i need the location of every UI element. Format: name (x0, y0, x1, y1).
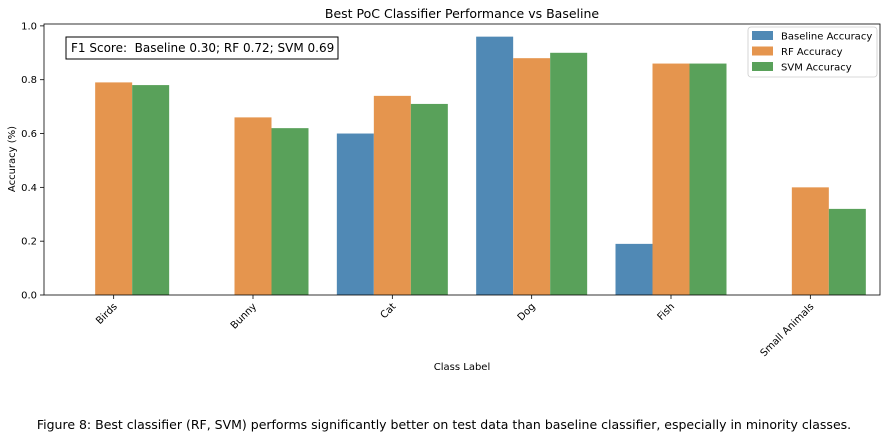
bar-rf-accuracy-small-animals (791, 187, 829, 295)
figure-caption: Figure 8: Best classifier (RF, SVM) perf… (36, 417, 852, 432)
y-tick-label: 0.4 (21, 183, 37, 194)
y-tick-label: 1.0 (21, 21, 37, 32)
x-tick-label: Small Animals (759, 301, 817, 359)
legend-label: RF Accuracy (781, 47, 843, 58)
legend-swatch (752, 46, 773, 56)
bars-layer (95, 36, 866, 296)
bar-svm-accuracy-bunny (271, 128, 309, 295)
y-tick-label: 0.2 (21, 237, 37, 248)
plot-frame (43, 23, 881, 296)
y-axis: 0.0 0.2 0.4 0.6 0.8 1.0 (21, 21, 44, 302)
legend-swatch (752, 31, 773, 40)
bar-svm-accuracy-small-animals (828, 208, 866, 295)
x-axis-label: Class Label (434, 362, 490, 373)
x-tick-label: Dog (516, 301, 538, 323)
x-tick-label: Fish (656, 301, 677, 322)
x-tick-label: Birds (94, 301, 120, 327)
bar-svm-accuracy-cat (410, 103, 448, 295)
bar-baseline-accuracy-cat (336, 133, 374, 295)
legend-label: Baseline Accuracy (781, 32, 872, 43)
bar-baseline-accuracy-fish (615, 243, 653, 295)
legend-label: SVM Accuracy (781, 63, 852, 74)
bar-svm-accuracy-birds (132, 85, 170, 295)
x-tick-label: Bunny (229, 301, 259, 331)
bar-rf-accuracy-bunny (234, 117, 272, 295)
y-tick-label: 0.8 (21, 75, 37, 86)
annotation-text: F1 Score: Baseline 0.30; RF 0.72; SVM 0.… (71, 41, 334, 55)
bar-svm-accuracy-dog (550, 52, 588, 295)
bar-svm-accuracy-fish (689, 63, 727, 296)
bar-rf-accuracy-fish (652, 63, 690, 296)
bar-rf-accuracy-cat (373, 95, 411, 295)
legend-swatch (752, 62, 773, 71)
bar-rf-accuracy-dog (513, 58, 551, 295)
y-axis-label: Accuracy (%) (7, 126, 18, 192)
bar-baseline-accuracy-dog (476, 36, 514, 295)
legend-frame (747, 26, 878, 78)
x-axis: Birds Bunny Cat Dog Fish Small Animals (94, 295, 816, 359)
bar-rf-accuracy-birds (95, 82, 133, 295)
legend: Baseline Accuracy RF Accuracy SVM Accuracy (747, 26, 878, 78)
annotation-box (65, 36, 339, 60)
chart-title: Best PoC Classifier Performance vs Basel… (325, 6, 600, 21)
f1-score-annotation: F1 Score: Baseline 0.30; RF 0.72; SVM 0.… (65, 36, 339, 60)
x-tick-label: Cat (379, 301, 399, 321)
y-tick-label: 0.0 (21, 291, 37, 302)
y-tick-label: 0.6 (21, 129, 37, 140)
